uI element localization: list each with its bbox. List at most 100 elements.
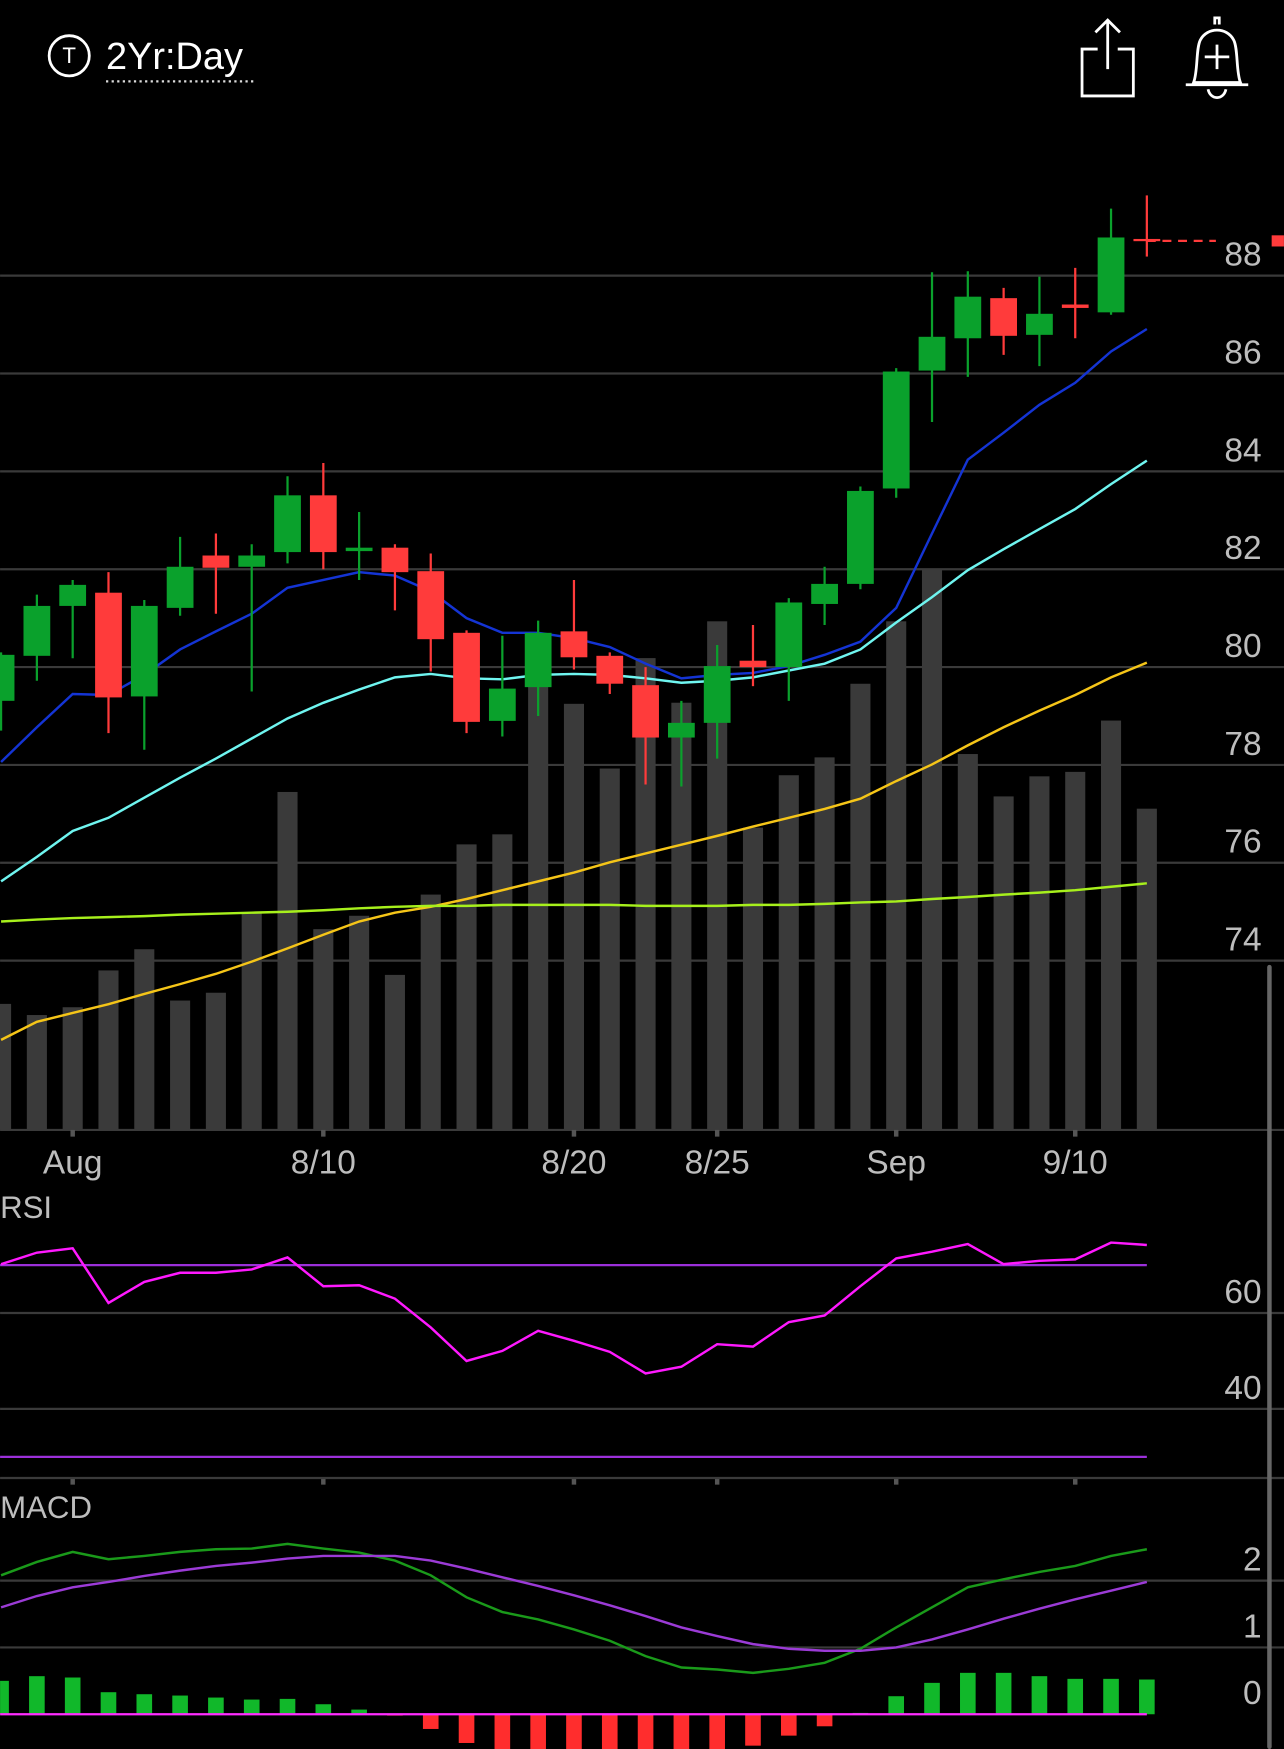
histogram-bar xyxy=(208,1697,224,1715)
candle-body xyxy=(847,490,874,584)
candle-body xyxy=(990,298,1018,336)
scrollbar[interactable] xyxy=(1267,964,1272,1749)
x-tick-label: 8/10 xyxy=(291,1144,356,1181)
y-tick-label: 76 xyxy=(1224,824,1261,861)
histogram-bar xyxy=(1031,1676,1048,1715)
volume-bar xyxy=(26,1015,47,1130)
histogram-bar xyxy=(960,1672,976,1715)
histogram-bar xyxy=(673,1714,690,1749)
volume-bar xyxy=(778,775,799,1130)
histogram-bar xyxy=(1103,1678,1119,1715)
histogram-bar xyxy=(100,1692,117,1715)
x-tick-label: 8/25 xyxy=(685,1144,750,1181)
candle-body xyxy=(417,571,445,640)
histogram-bar xyxy=(422,1714,439,1729)
candle-body xyxy=(381,547,409,573)
timeframe-label: 2Yr:Day xyxy=(106,36,243,78)
y-tick-label: 88 xyxy=(1224,237,1261,274)
candle-body xyxy=(453,632,480,722)
candle-body xyxy=(488,688,516,721)
histogram-bar xyxy=(637,1714,654,1749)
volume-bar xyxy=(599,768,620,1130)
volume-bar xyxy=(134,949,155,1130)
last-price-marker xyxy=(1271,235,1284,247)
candle-body xyxy=(202,555,230,568)
bell-plus xyxy=(1204,16,1230,99)
histogram-bar xyxy=(351,1709,367,1715)
volume-bar xyxy=(205,992,226,1130)
candle-body xyxy=(309,495,337,553)
candle-body xyxy=(1097,237,1125,313)
candle-body xyxy=(23,605,51,656)
histogram-bar xyxy=(924,1682,940,1715)
panel-title: MACD xyxy=(0,1490,92,1525)
candle-body xyxy=(238,555,266,567)
volume-bar xyxy=(62,1007,83,1130)
volume-bar xyxy=(563,703,584,1130)
indicator-line xyxy=(0,459,1148,883)
histogram-bar xyxy=(566,1714,582,1749)
histogram-bar xyxy=(1139,1679,1155,1715)
histogram-bar xyxy=(995,1672,1012,1715)
share-icon[interactable] xyxy=(1080,18,1135,98)
x-tick-label: 9/10 xyxy=(1043,1144,1108,1181)
y-tick-label: 78 xyxy=(1224,726,1261,763)
volume-bar xyxy=(957,754,978,1130)
histogram-bar xyxy=(172,1695,188,1715)
candle-body xyxy=(954,296,982,339)
candle-body xyxy=(524,632,552,688)
volume-bar xyxy=(456,844,477,1130)
volume-bar xyxy=(635,658,656,1130)
x-tick-label: Aug xyxy=(43,1144,103,1181)
candle-body xyxy=(95,592,122,698)
indicator-line xyxy=(1,882,1147,923)
y-tick-label: 1 xyxy=(1243,1608,1262,1645)
candle-body xyxy=(918,336,946,371)
histogram-bar xyxy=(458,1714,475,1743)
histogram-bar xyxy=(243,1699,260,1715)
histogram-bar xyxy=(888,1696,905,1715)
indicator-line xyxy=(0,1542,1148,1675)
y-tick-label: 0 xyxy=(1243,1675,1262,1712)
histogram-bar xyxy=(0,1680,9,1715)
histogram-bar xyxy=(64,1677,81,1715)
volume-bar xyxy=(850,683,871,1130)
volume-bar xyxy=(707,621,728,1130)
y-tick-label: 86 xyxy=(1224,334,1261,371)
y-tick-label: 2 xyxy=(1243,1542,1262,1579)
volume-bar xyxy=(420,894,441,1130)
x-tick-label: 8/20 xyxy=(541,1144,606,1181)
y-tick-label: 74 xyxy=(1224,922,1261,959)
volume-bar xyxy=(492,834,513,1130)
volume-bar xyxy=(170,1000,191,1130)
candle-body xyxy=(130,605,158,697)
share-arrow xyxy=(1094,18,1121,70)
y-tick-label: 40 xyxy=(1224,1370,1261,1407)
volume-bar xyxy=(671,702,692,1130)
histogram-bar xyxy=(816,1714,833,1727)
ticker-icon xyxy=(47,34,91,78)
candle-body xyxy=(632,685,659,738)
histogram-bar xyxy=(136,1694,153,1715)
macd-plot xyxy=(0,1542,1155,1749)
timeframe-button[interactable]: T 2Yr:Day xyxy=(47,34,256,83)
histogram-bar xyxy=(780,1714,797,1736)
candle-body xyxy=(596,655,624,684)
candle-body xyxy=(560,631,588,658)
share-box xyxy=(1080,47,1135,98)
volume-bar xyxy=(349,915,370,1130)
y-tick-label: 60 xyxy=(1224,1274,1261,1311)
histogram-bar xyxy=(709,1714,725,1749)
candle-body xyxy=(345,547,373,552)
volume-bar xyxy=(921,568,943,1130)
y-tick-label: 82 xyxy=(1224,530,1261,567)
candle-body xyxy=(703,666,731,723)
y-tick-label: 84 xyxy=(1224,432,1261,469)
histogram-bar xyxy=(601,1714,618,1749)
volume-bar xyxy=(814,757,835,1130)
volume-bar xyxy=(528,685,549,1130)
volume-bar xyxy=(1065,771,1086,1130)
alert-icon[interactable] xyxy=(1185,16,1249,99)
